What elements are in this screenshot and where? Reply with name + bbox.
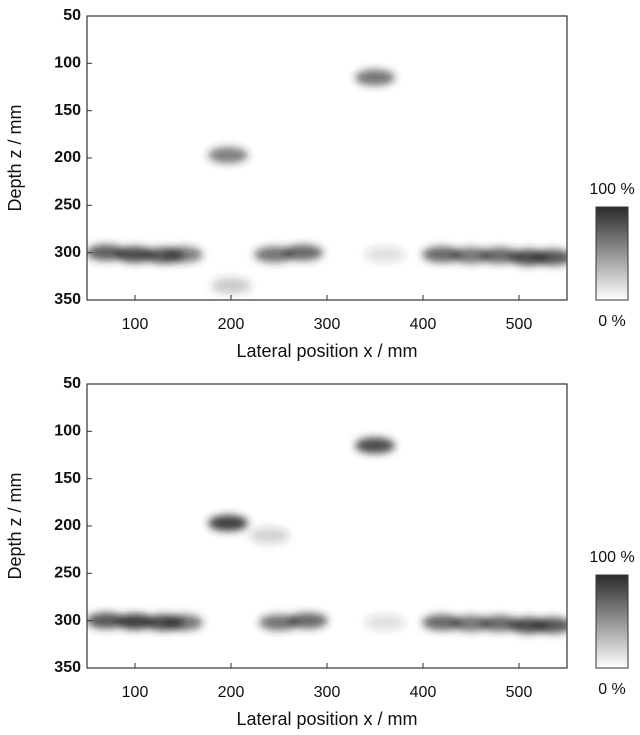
- colorbar-label: 0 %: [598, 681, 626, 698]
- y-tick-label: 100: [54, 423, 81, 440]
- y-tick-label: 50: [63, 375, 81, 392]
- colorbar-label: 0 %: [598, 313, 626, 330]
- blur-group: [87, 69, 567, 294]
- reflector: [364, 246, 405, 263]
- reflector: [163, 614, 203, 631]
- reflector: [287, 612, 328, 629]
- x-tick-label: 300: [314, 684, 341, 701]
- intensity-layer: [87, 69, 567, 294]
- y-tick-label: 150: [54, 470, 81, 487]
- x-tick-label: 300: [314, 316, 341, 333]
- x-tick-label: 100: [122, 684, 149, 701]
- reflector: [532, 249, 567, 266]
- blur-group: [87, 437, 567, 634]
- y-tick-label: 350: [54, 291, 81, 308]
- y-tick-label: 50: [63, 7, 81, 24]
- colorbar-label: 100 %: [589, 549, 634, 566]
- x-tick-label: 400: [410, 316, 437, 333]
- colorbar-label: 100 %: [589, 181, 634, 198]
- reflector: [364, 614, 405, 631]
- panel: 100 200 300 400 500 50 100 150 200 250 300 350 Later…: [5, 7, 635, 361]
- x-tick-label: 200: [218, 316, 245, 333]
- reflector: [532, 617, 567, 634]
- y-tick-label: 300: [54, 244, 81, 261]
- reflector: [422, 246, 463, 263]
- x-tick-label: 200: [218, 684, 245, 701]
- reflector: [451, 247, 491, 264]
- y-tick-label: 350: [54, 659, 81, 676]
- y-tick-label: 200: [54, 149, 81, 166]
- y-tick-label: 250: [54, 197, 81, 214]
- reflector: [115, 613, 155, 630]
- reflector: [163, 246, 203, 263]
- reflector: [355, 437, 395, 454]
- x-tick-label: 400: [410, 684, 437, 701]
- reflector: [422, 614, 463, 631]
- x-tick-label: 500: [506, 684, 533, 701]
- y-tick-label: 150: [54, 102, 81, 119]
- panel: 100 200 300 400 500 50 100 150 200 250 300 350 Later…: [5, 375, 635, 729]
- x-axis-title: Lateral position x / mm: [236, 341, 417, 361]
- reflector: [283, 244, 323, 261]
- x-axis-title: Lateral position x / mm: [236, 709, 417, 729]
- x-tick-label: 100: [122, 316, 149, 333]
- reflector: [208, 147, 249, 164]
- reflector: [249, 527, 290, 544]
- reflector: [211, 277, 251, 294]
- y-axis-title: Depth z / mm: [5, 104, 25, 211]
- reflector: [87, 612, 127, 629]
- reflector: [208, 515, 249, 532]
- reflector: [355, 69, 395, 86]
- y-tick-label: 100: [54, 55, 81, 72]
- y-tick-label: 250: [54, 565, 81, 582]
- intensity-layer: [87, 437, 567, 634]
- reflector: [115, 246, 155, 263]
- colorbar: [595, 206, 629, 301]
- colorbar: [595, 574, 629, 669]
- y-tick-label: 200: [54, 517, 81, 534]
- x-tick-label: 500: [506, 316, 533, 333]
- reflector: [451, 615, 491, 632]
- y-axis-title: Depth z / mm: [5, 472, 25, 579]
- y-tick-label: 300: [54, 612, 81, 629]
